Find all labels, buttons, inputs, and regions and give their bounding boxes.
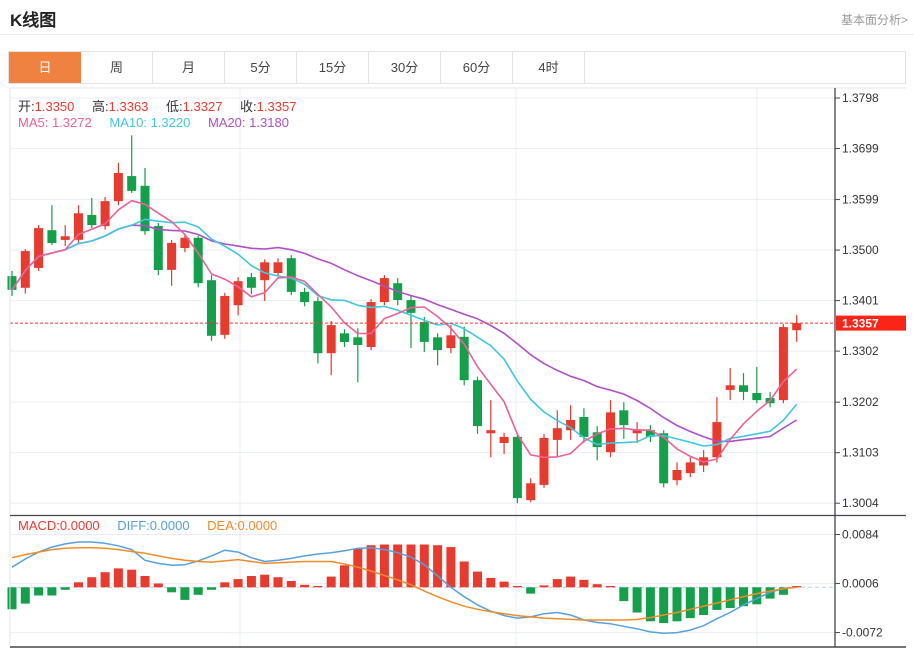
diff-label: DIFF: <box>117 518 150 533</box>
close-value: 1.3357 <box>256 99 297 114</box>
dea-label: DEA: <box>207 518 238 533</box>
candles <box>7 135 802 504</box>
tab-week[interactable]: 周 <box>81 52 153 83</box>
macd-value: 0.0000 <box>59 518 100 533</box>
svg-text:1.3357: 1.3357 <box>842 316 879 330</box>
svg-text:1.3103: 1.3103 <box>842 446 879 460</box>
tab-30min[interactable]: 30分 <box>369 52 441 83</box>
macd-info-row: MACD:0.0000 DIFF:0.0000 DEA:0.0000 <box>18 518 291 533</box>
dea-legend: DEA:0.0000 <box>207 518 277 533</box>
ma20-legend: MA20: 1.3180 <box>208 115 289 130</box>
close-label: 收: <box>240 99 257 114</box>
svg-text:1.3500: 1.3500 <box>842 243 879 257</box>
macd-label: MACD: <box>18 518 60 533</box>
ma5-label: MA5: <box>18 115 49 130</box>
open-value: 1.3350 <box>34 99 75 114</box>
svg-text:1.3401: 1.3401 <box>842 294 879 308</box>
ma10-value: 1.3220 <box>150 115 191 130</box>
tab-60min[interactable]: 60分 <box>441 52 513 83</box>
svg-text:1.3302: 1.3302 <box>842 344 879 358</box>
close-group: 收:1.3357 <box>240 99 310 114</box>
ma10-legend: MA10: 1.3220 <box>109 115 190 130</box>
high-value: 1.3363 <box>108 99 149 114</box>
y-axis-labels: 1.3798 1.3699 1.3599 1.3500 1.3401 1.3302 1.32… <box>835 91 883 640</box>
tab-4hour[interactable]: 4时 <box>513 52 585 83</box>
low-group: 低:1.3327 <box>166 99 236 114</box>
macd-legend: MACD:0.0000 <box>18 518 100 533</box>
period-tabbar: 日 周 月 5分 15分 30分 60分 4时 <box>8 51 906 84</box>
open-group: 开:1.3350 <box>18 99 88 114</box>
open-label: 开: <box>18 99 35 114</box>
svg-text:1.3699: 1.3699 <box>842 142 879 156</box>
fundamental-analysis-link[interactable]: 基本面分析> <box>840 13 908 27</box>
svg-text:0.0084: 0.0084 <box>842 528 879 542</box>
diff-legend: DIFF:0.0000 <box>117 518 189 533</box>
panel-borders <box>9 87 906 648</box>
ohlc-info-row: 开:1.3350 高:1.3363 低:1.3327 收:1.3357 <box>18 96 310 115</box>
svg-text:1.3798: 1.3798 <box>842 91 879 105</box>
svg-text:-0.0072: -0.0072 <box>842 626 883 640</box>
macd-histogram <box>7 544 802 624</box>
low-value: 1.3327 <box>182 99 223 114</box>
tab-month[interactable]: 月 <box>153 52 225 83</box>
ma10-label: MA10: <box>109 115 147 130</box>
tab-day[interactable]: 日 <box>9 52 81 83</box>
ma-lines <box>11 199 798 463</box>
tab-5min[interactable]: 5分 <box>225 52 297 83</box>
svg-text:1.3202: 1.3202 <box>842 395 879 409</box>
svg-text:1.3004: 1.3004 <box>842 496 879 510</box>
svg-text:0.0006: 0.0006 <box>842 577 879 591</box>
high-group: 高:1.3363 <box>92 99 162 114</box>
dea-value: 0.0000 <box>237 518 278 533</box>
macd-lines <box>11 541 797 634</box>
page-header: K线图 基本面分析> <box>0 0 914 35</box>
high-label: 高: <box>92 99 109 114</box>
ma20-value: 1.3180 <box>249 115 289 130</box>
ma20-label: MA20: <box>207 115 246 130</box>
page-title: K线图 <box>10 11 57 30</box>
ma5-value: 1.3272 <box>51 115 92 130</box>
low-label: 低: <box>166 99 183 114</box>
last-price-tag: 1.3357 <box>836 315 906 331</box>
diff-value: 0.0000 <box>149 518 190 533</box>
ma-info-row: MA5: 1.3272 MA10: 1.3220 MA20: 1.3180 <box>18 115 303 130</box>
svg-text:1.3599: 1.3599 <box>842 193 879 207</box>
tab-15min[interactable]: 15分 <box>297 52 369 83</box>
ma5-legend: MA5: 1.3272 <box>18 115 92 130</box>
